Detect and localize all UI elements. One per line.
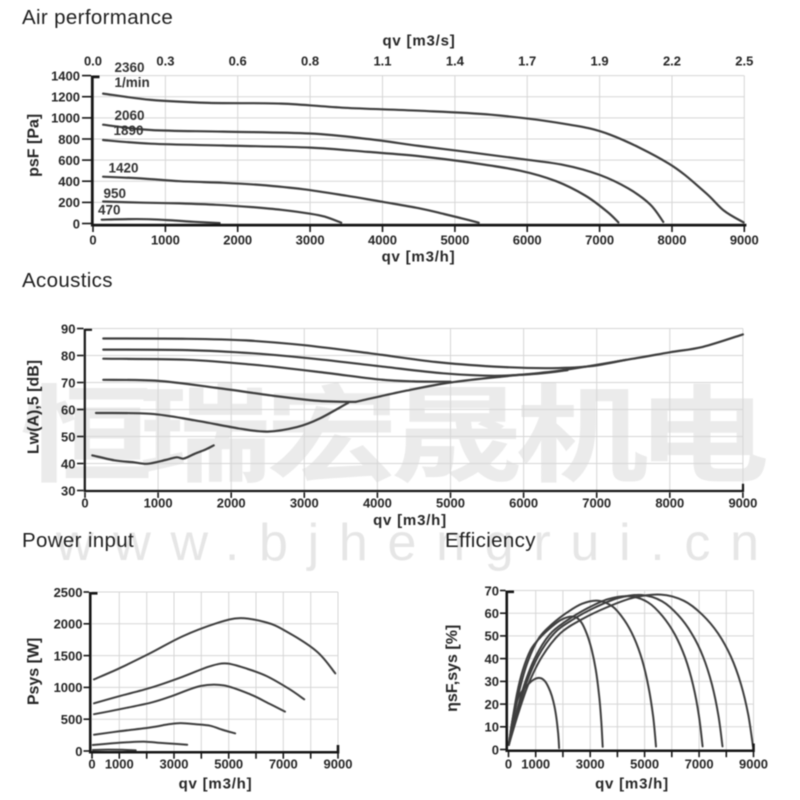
svg-text:20: 20 [485, 697, 499, 712]
svg-text:2.5: 2.5 [735, 54, 753, 69]
svg-text:0: 0 [89, 233, 96, 248]
svg-text:7000: 7000 [685, 757, 714, 772]
svg-text:1000: 1000 [105, 757, 134, 772]
svg-text:950: 950 [104, 186, 127, 201]
svg-text:Power input: Power input [22, 529, 134, 552]
svg-text:2360: 2360 [115, 60, 145, 75]
svg-text:200: 200 [58, 195, 80, 210]
svg-text:1890: 1890 [114, 123, 144, 138]
svg-text:ηsF,sys [%]: ηsF,sys [%] [444, 625, 461, 712]
svg-text:40: 40 [485, 651, 499, 666]
svg-text:70: 70 [61, 375, 75, 390]
svg-text:7000: 7000 [585, 233, 614, 248]
svg-text:800: 800 [58, 132, 80, 147]
svg-text:2500: 2500 [54, 585, 83, 600]
svg-text:0.8: 0.8 [301, 54, 319, 69]
svg-text:qv [m3/h]: qv [m3/h] [179, 776, 253, 793]
svg-text:Acoustics: Acoustics [22, 269, 113, 292]
svg-text:3000: 3000 [296, 233, 325, 248]
svg-text:1200: 1200 [51, 90, 80, 105]
svg-text:Lw(A),5 [dB]: Lw(A),5 [dB] [26, 360, 43, 454]
svg-text:5000: 5000 [436, 496, 465, 511]
svg-text:90: 90 [61, 321, 75, 336]
svg-text:10: 10 [485, 720, 499, 735]
svg-text:8000: 8000 [655, 496, 684, 511]
svg-text:3000: 3000 [160, 757, 189, 772]
svg-text:5000: 5000 [214, 757, 243, 772]
svg-text:Efficiency: Efficiency [445, 529, 536, 552]
svg-text:9000: 9000 [728, 496, 757, 511]
svg-text:0: 0 [75, 744, 82, 759]
svg-text:9000: 9000 [739, 757, 768, 772]
svg-text:400: 400 [58, 174, 80, 189]
svg-text:1000: 1000 [144, 496, 173, 511]
svg-text:70: 70 [485, 583, 499, 598]
svg-text:30: 30 [61, 483, 75, 498]
svg-text:500: 500 [61, 712, 83, 727]
svg-text:8000: 8000 [658, 233, 687, 248]
svg-text:2.2: 2.2 [663, 54, 681, 69]
svg-text:1000: 1000 [54, 680, 83, 695]
svg-text:80: 80 [61, 348, 75, 363]
svg-text:7000: 7000 [582, 496, 611, 511]
svg-text:qv [m3/h]: qv [m3/h] [382, 249, 456, 266]
svg-text:2000: 2000 [217, 496, 246, 511]
svg-text:1.9: 1.9 [591, 54, 609, 69]
svg-text:5000: 5000 [630, 757, 659, 772]
svg-text:1420: 1420 [109, 161, 139, 176]
svg-text:0.3: 0.3 [156, 54, 174, 69]
svg-text:1400: 1400 [51, 68, 80, 83]
svg-text:6000: 6000 [509, 496, 538, 511]
svg-text:9000: 9000 [730, 233, 759, 248]
svg-text:0: 0 [505, 757, 512, 772]
svg-text:2000: 2000 [54, 617, 83, 632]
svg-text:3000: 3000 [290, 496, 319, 511]
svg-text:470: 470 [98, 203, 121, 218]
svg-text:5000: 5000 [440, 233, 469, 248]
svg-text:2060: 2060 [115, 108, 145, 123]
svg-text:0: 0 [81, 496, 88, 511]
svg-text:60: 60 [61, 402, 75, 417]
svg-text:60: 60 [485, 606, 499, 621]
svg-text:1000: 1000 [521, 757, 550, 772]
svg-text:1.7: 1.7 [518, 54, 536, 69]
svg-text:50: 50 [61, 429, 75, 444]
svg-text:Air performance: Air performance [22, 6, 173, 29]
svg-text:1000: 1000 [151, 233, 180, 248]
svg-text:50: 50 [485, 629, 499, 644]
svg-text:7000: 7000 [269, 757, 298, 772]
svg-text:1500: 1500 [54, 648, 83, 663]
svg-text:4000: 4000 [368, 233, 397, 248]
svg-text:Psys [W]: Psys [W] [26, 638, 43, 706]
svg-text:qv [m3/h]: qv [m3/h] [595, 776, 669, 793]
svg-text:6000: 6000 [513, 233, 542, 248]
svg-text:9000: 9000 [324, 757, 353, 772]
svg-text:3000: 3000 [576, 757, 605, 772]
svg-text:30: 30 [485, 674, 499, 689]
svg-text:0: 0 [88, 757, 95, 772]
svg-text:psF [Pa]: psF [Pa] [26, 114, 43, 177]
svg-text:1/min: 1/min [115, 75, 150, 90]
svg-text:0: 0 [73, 216, 80, 231]
svg-text:qv [m3/s]: qv [m3/s] [382, 33, 455, 50]
svg-text:0.0: 0.0 [84, 54, 102, 69]
svg-text:0.6: 0.6 [229, 54, 247, 69]
svg-text:1000: 1000 [51, 111, 80, 126]
svg-text:1.1: 1.1 [373, 54, 391, 69]
svg-text:qv [m3/h]: qv [m3/h] [373, 512, 447, 529]
svg-text:40: 40 [61, 456, 75, 471]
svg-text:www.bjhengrui.cn: www.bjhengrui.cn [55, 514, 779, 572]
svg-text:0: 0 [492, 742, 499, 757]
svg-text:2000: 2000 [223, 233, 252, 248]
svg-text:600: 600 [58, 153, 80, 168]
svg-text:1.4: 1.4 [446, 54, 465, 69]
svg-text:4000: 4000 [363, 496, 392, 511]
